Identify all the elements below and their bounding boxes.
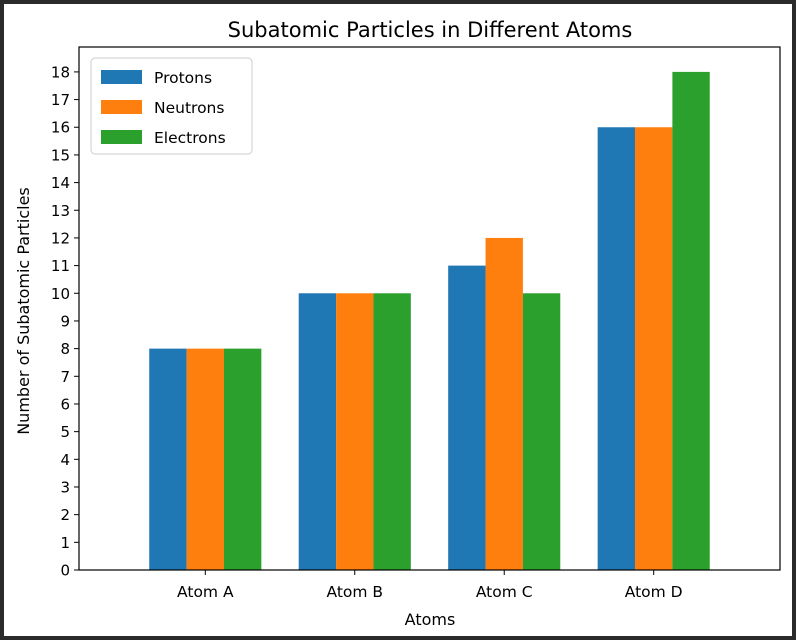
y-tick-label: 18 (51, 63, 70, 81)
y-tick-label: 9 (60, 312, 70, 330)
y-tick-label: 17 (51, 91, 70, 109)
plot-area-frame (78, 46, 781, 571)
y-tick-label: 0 (60, 562, 70, 580)
y-tick-label: 2 (60, 506, 70, 524)
legend-swatch-electrons (101, 130, 142, 144)
legend-swatch-neutrons (101, 100, 142, 114)
y-tick-label: 15 (51, 146, 70, 164)
chart-title: Subatomic Particles in Different Atoms (228, 18, 633, 42)
y-tick-label: 6 (60, 395, 70, 413)
legend-label-neutrons: Neutrons (154, 99, 224, 117)
legend-label-protons: Protons (154, 69, 212, 87)
x-axis-label: Atoms (405, 610, 456, 629)
bar-protons-atom-d (597, 127, 636, 570)
bars-layer (149, 71, 710, 571)
bar-electrons-atom-c (522, 293, 561, 570)
y-tick-label: 1 (60, 534, 70, 552)
y-tick-label: 5 (60, 423, 70, 441)
y-tick-label: 10 (51, 285, 70, 303)
bar-neutrons-atom-d (635, 127, 673, 570)
y-tick-label: 8 (60, 340, 70, 358)
y-tick-label: 4 (60, 451, 70, 469)
legend-label-electrons: Electrons (154, 129, 226, 147)
x-axis: Atom A Atom B Atom C Atom D (177, 570, 683, 601)
bar-electrons-atom-a (223, 348, 262, 570)
y-tick-label: 12 (51, 229, 70, 247)
legend-swatch-protons (101, 70, 142, 84)
bar-protons-atom-c (448, 265, 486, 570)
bar-electrons-atom-b (373, 293, 411, 570)
y-tick-label: 3 (60, 478, 70, 496)
bar-protons-atom-b (298, 293, 337, 570)
legend: Protons Neutrons Electrons (90, 57, 253, 155)
bar-neutrons-atom-a (186, 348, 224, 570)
bar-neutrons-atom-b (336, 293, 374, 570)
x-tick-label: Atom B (326, 583, 383, 601)
bar-protons-atom-a (149, 348, 187, 570)
bar-electrons-atom-d (672, 71, 710, 571)
x-tick-label: Atom C (476, 583, 533, 601)
y-axis-label: Number of Subatomic Particles (14, 187, 33, 435)
bar-neutrons-atom-c (485, 237, 523, 570)
y-tick-label: 16 (51, 119, 70, 137)
y-tick-label: 7 (60, 368, 70, 386)
y-tick-label: 13 (51, 202, 70, 220)
x-tick-label: Atom D (625, 583, 683, 601)
x-tick-label: Atom A (177, 583, 234, 601)
y-tick-label: 11 (51, 257, 70, 275)
y-tick-label: 14 (51, 174, 70, 192)
